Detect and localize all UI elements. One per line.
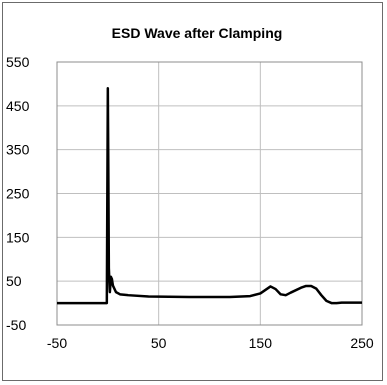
x-tick-label: 250 <box>350 335 374 351</box>
x-axis-tick-labels: -50 50 150 250 <box>47 335 374 351</box>
x-tick-label: -50 <box>47 335 67 351</box>
y-tick-label: 550 <box>6 54 30 70</box>
x-tick-label: 150 <box>249 335 273 351</box>
plot-area-border <box>56 61 363 326</box>
y-tick-label: -50 <box>6 317 26 333</box>
series-group <box>57 87 362 305</box>
y-tick-label: 350 <box>6 142 30 158</box>
y-tick-label: 150 <box>6 229 30 245</box>
series-line <box>57 87 362 305</box>
chart-title: ESD Wave after Clamping <box>112 25 283 41</box>
y-tick-label: 450 <box>6 98 30 114</box>
grid-lines <box>56 61 363 326</box>
y-tick-label: 250 <box>6 186 30 202</box>
y-tick-label: 50 <box>6 273 22 289</box>
y-axis-tick-labels: 550 450 350 250 150 50 -50 <box>6 54 30 333</box>
x-tick-label: 50 <box>151 335 167 351</box>
chart-frame <box>2 2 383 381</box>
